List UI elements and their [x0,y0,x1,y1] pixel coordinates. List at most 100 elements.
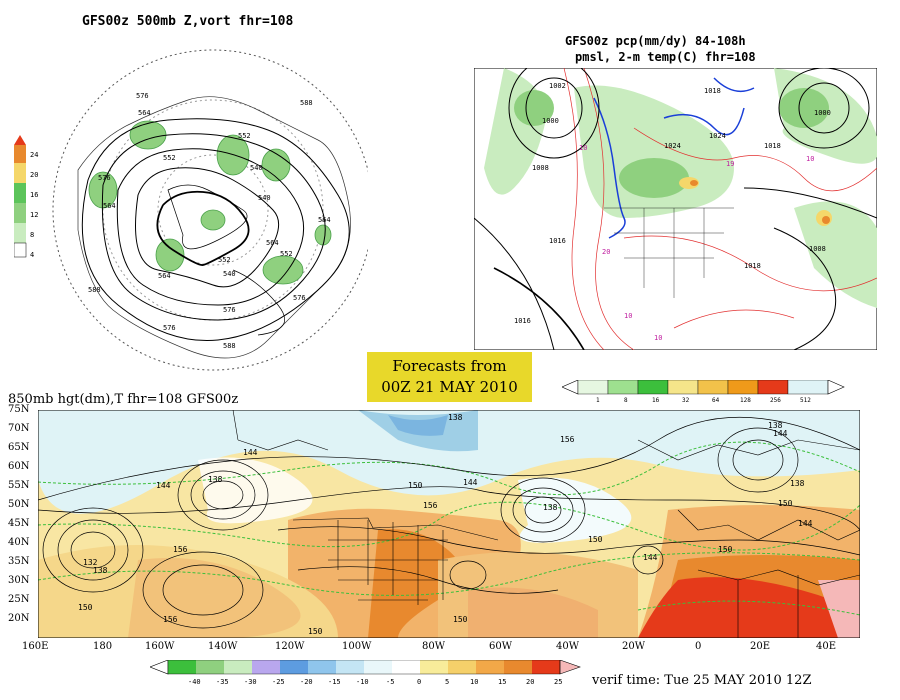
svg-text:1008: 1008 [809,245,826,253]
svg-text:1024: 1024 [664,142,681,150]
lon-label: 20E [750,641,771,652]
svg-text:138: 138 [93,566,108,575]
svg-text:156: 156 [423,501,438,510]
svg-text:138: 138 [768,421,783,430]
svg-text:1016: 1016 [514,317,531,325]
temp-legend-label: 15 [498,678,506,686]
panel-500mb-legend: 24 20 16 12 8 4 [14,135,38,259]
lon-label: 20W [622,641,646,652]
temp-legend-label: 10 [470,678,478,686]
svg-text:1000: 1000 [814,109,831,117]
svg-text:156: 156 [560,435,575,444]
verif-time: verif time: Tue 25 MAY 2010 12Z [592,673,812,688]
legend-500-label: 16 [30,191,38,199]
svg-text:144: 144 [798,519,813,528]
legend-500-label: 20 [30,171,38,179]
legend-pcp-label: 512 [800,397,811,404]
panel-850mb-title: 850mb hgt(dm),T fhr=108 GFS00z [8,392,239,407]
temp-legend-label: -30 [244,678,257,686]
svg-text:1018: 1018 [704,87,721,95]
svg-text:10: 10 [806,155,814,163]
svg-text:150: 150 [453,615,468,624]
panel-pcp-temp-labels: 10 19 10 20 10 10 [579,144,814,342]
lat-label: 65N [8,442,30,453]
svg-text:138: 138 [543,503,558,512]
svg-text:138: 138 [790,479,805,488]
svg-text:1024: 1024 [709,132,726,140]
svg-text:552: 552 [163,154,176,162]
svg-text:10: 10 [579,144,587,152]
temp-legend-label: 25 [554,678,562,686]
svg-text:564: 564 [318,216,331,224]
forecast-banner: Forecasts from 00Z 21 MAY 2010 [367,352,532,402]
svg-text:20: 20 [602,248,610,256]
legend-pcp-label: 8 [624,397,628,404]
panel-850mb-temp-legend: -40 -35 -30 -25 -20 -15 -10 -5 0 5 10 15… [150,660,581,686]
temp-legend-label: -5 [386,678,394,686]
svg-text:588: 588 [300,99,313,107]
svg-text:1018: 1018 [744,262,761,270]
lon-label: 140W [208,641,238,652]
lat-label: 55N [8,480,30,491]
svg-text:540: 540 [258,194,271,202]
panel-pcp-title-2: pmsl, 2-m temp(C) fhr=108 [575,50,756,64]
svg-text:10: 10 [624,312,632,320]
panel-500mb-contour-labels: 576 564 552 540 588 576 564 552 540 564 … [88,92,331,350]
svg-text:150: 150 [308,627,323,636]
lat-label: 45N [8,518,30,529]
svg-text:564: 564 [138,109,151,117]
temp-legend-label: 0 [417,678,421,686]
lon-label: 40E [816,641,837,652]
temp-legend-label: 5 [445,678,449,686]
temp-legend-label: 20 [526,678,534,686]
temp-legend-label: -20 [300,678,313,686]
lat-label: 75N [8,404,30,415]
panel-500mb-title: GFS00z 500mb Z,vort fhr=108 [82,14,294,29]
svg-text:144: 144 [156,481,171,490]
lat-label: 30N [8,575,30,586]
lat-label: 40N [8,537,30,548]
panel-pcp-isobar-labels: 1000 1002 1008 1016 1018 1024 1024 1018 … [514,82,831,325]
svg-text:132: 132 [83,558,98,567]
svg-text:588: 588 [223,342,236,350]
svg-text:1002: 1002 [549,82,566,90]
legend-500-label: 24 [30,151,38,159]
legend-pcp-label: 256 [770,397,781,404]
svg-text:144: 144 [643,553,658,562]
svg-text:540: 540 [250,164,263,172]
svg-text:144: 144 [773,429,788,438]
panel-850mb-map: 138 156 144 138 144 150 156 144 138 150 … [38,410,860,638]
svg-text:576: 576 [223,306,236,314]
panel-500mb-map: 576 564 552 540 588 576 564 552 540 564 … [52,49,368,371]
svg-text:150: 150 [78,603,93,612]
lon-label: 180 [93,641,113,652]
svg-text:564: 564 [158,272,171,280]
svg-text:144: 144 [463,478,478,487]
lon-label: 0 [695,641,702,652]
legend-pcp-label: 16 [652,397,660,404]
legend-pcp-label: 1 [596,397,600,404]
svg-text:19: 19 [726,160,734,168]
lon-label: 60W [489,641,513,652]
svg-text:156: 156 [173,545,188,554]
svg-text:564: 564 [103,202,116,210]
svg-text:156: 156 [163,615,178,624]
svg-text:144: 144 [243,448,258,457]
svg-text:576: 576 [136,92,149,100]
legend-500-label: 4 [30,251,34,259]
svg-text:1000: 1000 [542,117,559,125]
panel-pcp-map: 1000 1002 1008 1016 1018 1024 1024 1018 … [474,68,877,350]
lat-label: 60N [8,461,30,472]
panel-pcp-title-1: GFS00z pcp(mm/dy) 84-108h [565,34,746,48]
svg-text:552: 552 [238,132,251,140]
svg-text:576: 576 [98,174,111,182]
svg-text:576: 576 [293,294,306,302]
lat-label: 20N [8,613,30,624]
legend-pcp-label: 64 [712,397,720,404]
legend-500-label: 8 [30,231,34,239]
lon-label: 100W [342,641,372,652]
svg-text:150: 150 [408,481,423,490]
lat-label: 25N [8,594,30,605]
lon-label: 120W [275,641,305,652]
lon-axis: 160E 180 160W 140W 120W 100W 80W 60W 40W… [22,641,882,655]
